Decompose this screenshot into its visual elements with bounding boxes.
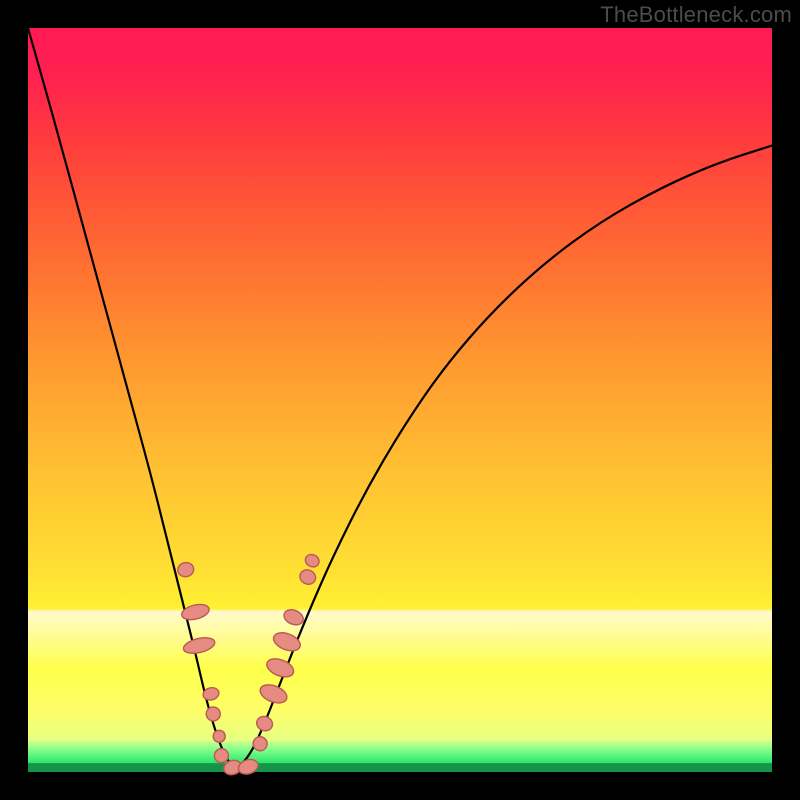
bottom-fade — [28, 763, 772, 772]
green-band — [28, 741, 772, 763]
bottleneck-curve-chart — [0, 0, 800, 800]
chart-frame: TheBottleneck.com — [0, 0, 800, 800]
plot-background — [28, 28, 772, 772]
watermark-text: TheBottleneck.com — [600, 2, 792, 28]
